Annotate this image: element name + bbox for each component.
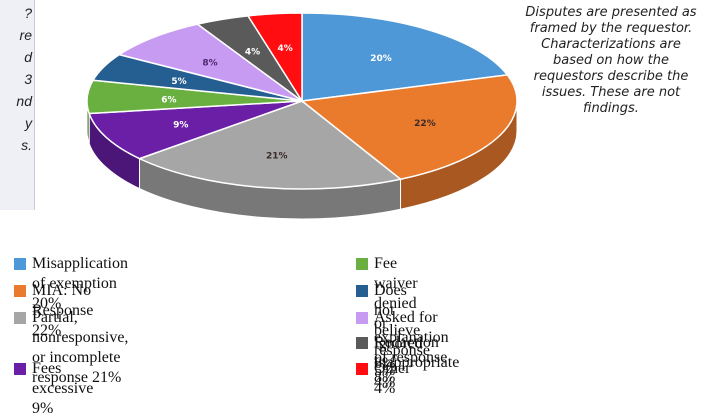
legend-label-9: Other 4% xyxy=(374,360,411,397)
pie-data-label-6: 5% xyxy=(171,77,186,87)
legend-label-2: MIA: No Response 22% xyxy=(32,282,94,339)
legend-swatch-9 xyxy=(356,363,368,375)
pie-slice-9 xyxy=(246,12,303,104)
legend-swatch-8 xyxy=(356,337,368,349)
legend-label-7: Asked for explanation of response 8% xyxy=(374,309,449,386)
pie-data-label-3: 21% xyxy=(266,152,288,162)
legend-item-6: Does not believe response 5% xyxy=(356,281,430,381)
pie-slice-3 xyxy=(137,100,403,190)
legend-item-5: Fee waiver denied or ignored 6% xyxy=(356,254,423,374)
legend-label-5: Fee waiver denied or ignored 6% xyxy=(374,255,423,372)
legend-item-9: Other 4% xyxy=(356,359,410,399)
left-note-panel: ? re d 3 nd y s. xyxy=(0,0,35,210)
legend-label-3: Partial, nonresponsive, or incomplete re… xyxy=(32,309,129,386)
legend-swatch-4 xyxy=(14,363,26,375)
legend-swatch-3 xyxy=(14,312,26,324)
legend-label-4: Fees excessive 9% xyxy=(32,360,94,417)
pie-data-label-5: 6% xyxy=(161,95,176,105)
pie-data-label-8: 4% xyxy=(245,47,260,57)
legend-item-7: Asked for explanation of response 8% xyxy=(356,308,449,388)
pie-data-label-1: 20% xyxy=(370,54,392,64)
legend-item-2: MIA: No Response 22% xyxy=(14,281,93,341)
legend-swatch-1 xyxy=(14,258,26,270)
left-note-text: ? re d 3 nd y s. xyxy=(16,5,32,153)
pie-slice-7 xyxy=(117,23,303,102)
legend-item-3: Partial, nonresponsive, or incomplete re… xyxy=(14,308,128,388)
pie-slice-1 xyxy=(301,12,509,102)
pie-data-label-9: 4% xyxy=(277,44,292,54)
pie-data-label-7: 8% xyxy=(202,59,217,69)
legend-item-1: Misapplication of exemption 20% xyxy=(14,254,128,314)
legend-swatch-7 xyxy=(356,312,368,324)
pie-data-label-4: 9% xyxy=(173,121,188,131)
legend-swatch-2 xyxy=(14,285,26,297)
pie-slice-2 xyxy=(300,74,518,181)
side-note: Disputes are presented as framed by the … xyxy=(525,5,697,116)
legend-swatch-6 xyxy=(356,285,368,297)
legend-label-6: Does not believe response 5% xyxy=(374,282,430,379)
legend-item-4: Fees excessive 9% xyxy=(14,359,93,419)
legend-swatch-5 xyxy=(356,258,368,270)
pie-slice-4 xyxy=(88,100,303,160)
legend-label-1: Misapplication of exemption 20% xyxy=(32,255,128,312)
pie-chart: 20% 22% 21% 9% 6% 5% 8% 4% 4% xyxy=(86,12,518,220)
pie-data-label-2: 22% xyxy=(414,119,436,129)
